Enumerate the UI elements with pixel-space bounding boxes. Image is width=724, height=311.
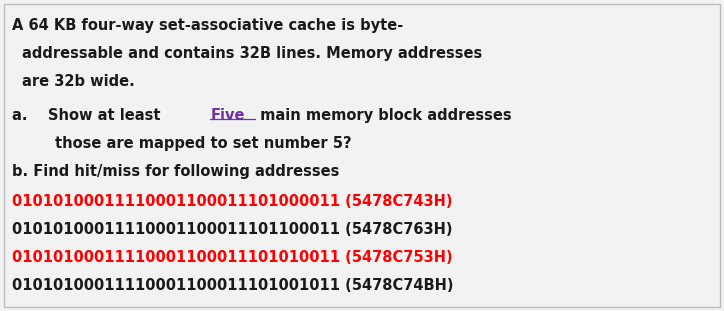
Text: b. Find hit/miss for following addresses: b. Find hit/miss for following addresses — [12, 164, 340, 179]
Text: are 32b wide.: are 32b wide. — [22, 74, 135, 89]
Text: 01010100011110001100011101100011 (5478C763H): 01010100011110001100011101100011 (5478C7… — [12, 222, 452, 237]
Text: main memory block addresses: main memory block addresses — [255, 108, 511, 123]
Text: a.    Show at least: a. Show at least — [12, 108, 166, 123]
Text: Five: Five — [210, 108, 245, 123]
Text: 01010100011110001100011101001011 (5478C74BH): 01010100011110001100011101001011 (5478C7… — [12, 278, 453, 293]
Text: A 64 KB four-way set-associative cache is byte-: A 64 KB four-way set-associative cache i… — [12, 18, 403, 33]
Text: those are mapped to set number 5?: those are mapped to set number 5? — [55, 136, 352, 151]
Text: 01010100011110001100011101000011 (5478C743H): 01010100011110001100011101000011 (5478C7… — [12, 194, 452, 209]
Text: 01010100011110001100011101010011 (5478C753H): 01010100011110001100011101010011 (5478C7… — [12, 250, 452, 265]
Text: addressable and contains 32B lines. Memory addresses: addressable and contains 32B lines. Memo… — [22, 46, 482, 61]
